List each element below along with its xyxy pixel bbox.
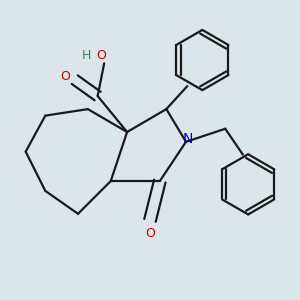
Text: N: N	[182, 131, 193, 146]
Text: O: O	[60, 70, 70, 83]
Text: O: O	[145, 227, 155, 240]
Text: H: H	[82, 49, 91, 62]
Text: O: O	[96, 49, 106, 62]
